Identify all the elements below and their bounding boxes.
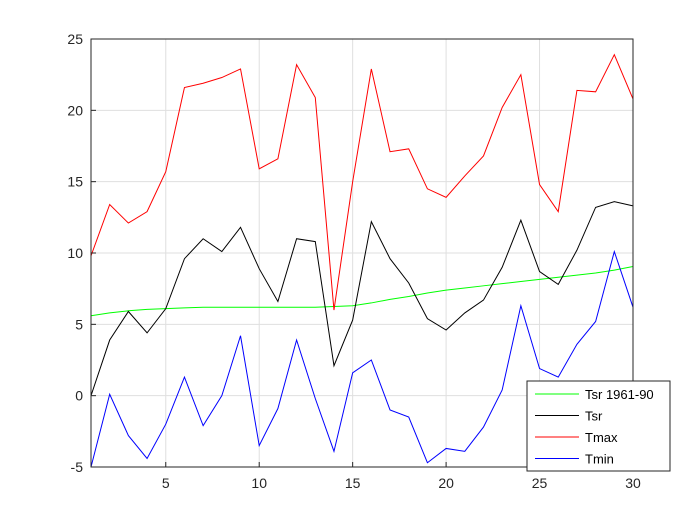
legend-box xyxy=(526,380,671,472)
series-line-tmax xyxy=(90,53,634,311)
legend-label-tmin: Tmin xyxy=(585,452,614,467)
legend-label-tmax: Tmax xyxy=(585,430,618,445)
y-tick-label: 0 xyxy=(75,388,83,404)
x-tick-label: 10 xyxy=(251,475,267,491)
series-line-tsr-1961-90 xyxy=(90,266,634,317)
series-line-tmin xyxy=(90,249,634,468)
y-tick-label: -5 xyxy=(71,459,84,475)
legend: Tsr 1961-90 Tsr Tmax Tmin xyxy=(526,380,671,472)
y-tick-label: 10 xyxy=(67,245,83,261)
y-tick-label: 5 xyxy=(75,316,83,332)
x-tick-label: 30 xyxy=(625,475,641,491)
legend-label-tsr-1961-90: Tsr 1961-90 xyxy=(585,387,654,402)
x-tick-label: 25 xyxy=(532,475,548,491)
x-tick-label: 15 xyxy=(345,475,361,491)
series-layer xyxy=(90,53,634,468)
y-tick-label: 15 xyxy=(67,174,83,190)
y-tick-label: 25 xyxy=(67,31,83,47)
y-axis: -5 0 5 10 15 20 25 xyxy=(67,31,96,475)
legend-label-tsr: Tsr xyxy=(585,409,603,424)
series-line-tsr xyxy=(90,201,634,396)
x-axis: 5 10 15 20 25 30 xyxy=(162,462,641,491)
y-tick-label: 20 xyxy=(67,102,83,118)
x-tick-label: 5 xyxy=(162,475,170,491)
x-tick-label: 20 xyxy=(438,475,454,491)
